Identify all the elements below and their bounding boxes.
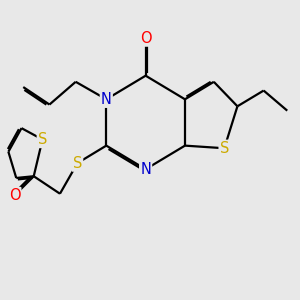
- Text: N: N: [101, 92, 112, 107]
- Text: N: N: [140, 162, 151, 177]
- Text: S: S: [73, 156, 82, 171]
- Text: O: O: [9, 188, 20, 203]
- Text: S: S: [220, 141, 229, 156]
- Text: S: S: [38, 132, 47, 147]
- Text: O: O: [140, 31, 152, 46]
